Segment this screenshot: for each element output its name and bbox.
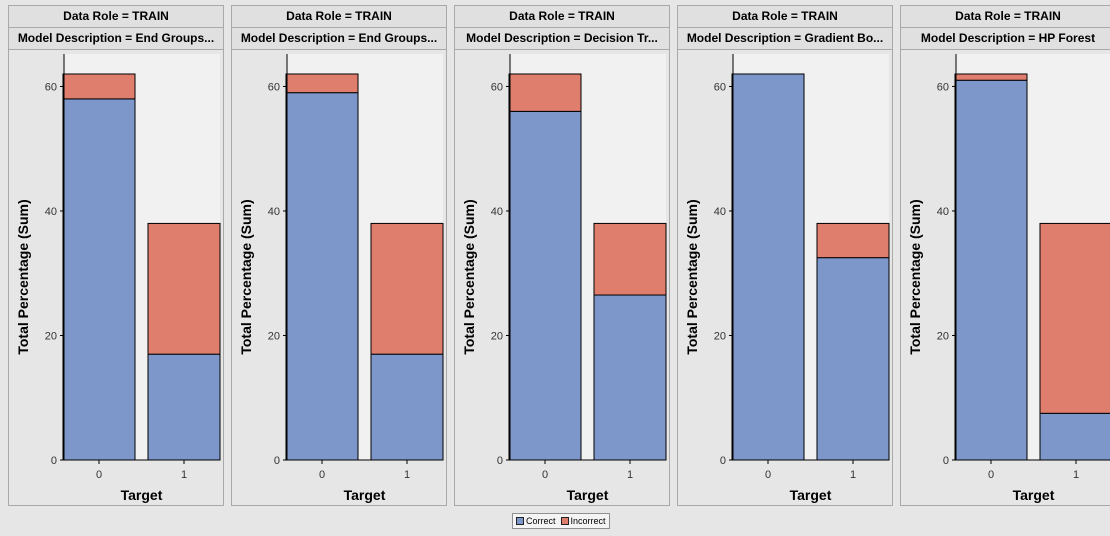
bar-segment-incorrect [285, 73, 359, 94]
chart-panel: Data Role = TRAIN Model Description = HP … [900, 5, 1110, 506]
x-tick-label: 1 [404, 469, 410, 481]
y-axis-label: Total Percentage (Sum) [461, 199, 477, 354]
y-tick-label: 0 [51, 455, 57, 467]
bar-segment-correct [508, 110, 582, 461]
y-tick-label: 0 [274, 455, 280, 467]
bar-chart: 0 20 40 60 0 1 Target Total Percentage (Sum) [238, 54, 444, 503]
x-tick-label: 0 [988, 469, 994, 481]
bar-segment-incorrect [508, 73, 582, 112]
bar-segment-incorrect [147, 222, 221, 355]
bar-segment-correct [954, 79, 1028, 461]
y-tick-label: 20 [491, 330, 503, 342]
y-tick-label: 0 [497, 455, 503, 467]
y-axis-label: Total Percentage (Sum) [684, 199, 700, 354]
bar-segment-incorrect [816, 222, 890, 259]
x-tick-label: 1 [181, 469, 187, 481]
y-tick-label: 40 [491, 206, 503, 218]
y-tick-label: 20 [45, 330, 57, 342]
panel-row-header: Data Role = TRAIN [9, 6, 223, 28]
x-axis-label: Target [1013, 487, 1055, 503]
x-axis-label: Target [121, 487, 163, 503]
bar-chart: 0 20 40 60 0 1 Target Total Percentage (Sum) [461, 54, 667, 503]
legend-item-correct: Correct [516, 516, 556, 526]
legend-swatch-correct [516, 517, 524, 525]
legend-swatch-incorrect [560, 517, 569, 525]
panel-row-header: Data Role = TRAIN [232, 6, 446, 28]
y-tick-label: 20 [714, 330, 726, 342]
legend-label-correct: Correct [526, 516, 556, 526]
x-tick-label: 0 [542, 469, 548, 481]
x-tick-label: 1 [1073, 469, 1079, 481]
bar-segment-incorrect [1039, 222, 1110, 414]
bar-chart: 0 20 40 60 0 1 Target Total Percentage (Sum) [684, 54, 890, 503]
y-tick-label: 40 [937, 206, 949, 218]
panel-row-header: Data Role = TRAIN [455, 6, 669, 28]
chart-panel: Data Role = TRAIN Model Description = End… [231, 5, 447, 506]
panel-row-header: Data Role = TRAIN [901, 6, 1110, 28]
bar-segment-incorrect [954, 73, 1028, 81]
bar-segment-incorrect [62, 73, 136, 100]
y-tick-label: 60 [937, 81, 949, 93]
panel-grid: Data Role = TRAIN Model Description = End… [8, 5, 1110, 506]
y-tick-label: 40 [714, 206, 726, 218]
panel-column-header: Model Description = End Groups... [9, 28, 223, 50]
chart-panel: Data Role = TRAIN Model Description = Gra… [677, 5, 893, 506]
legend: Correct Incorrect [512, 513, 610, 529]
bar-segment-correct [62, 98, 136, 461]
x-tick-label: 1 [627, 469, 633, 481]
y-tick-label: 60 [268, 81, 280, 93]
bar-segment-correct [731, 73, 805, 461]
bar-chart: 0 20 40 60 0 1 Target Total Percentage (Sum) [907, 54, 1110, 503]
y-tick-label: 20 [268, 330, 280, 342]
y-axis-label: Total Percentage (Sum) [238, 199, 254, 354]
x-tick-label: 0 [765, 469, 771, 481]
x-axis-label: Target [790, 487, 832, 503]
legend-label-incorrect: Incorrect [570, 516, 606, 526]
x-tick-label: 0 [319, 469, 325, 481]
bar-segment-correct [370, 353, 444, 461]
y-axis-label: Total Percentage (Sum) [15, 199, 31, 354]
x-tick-label: 0 [96, 469, 102, 481]
bar-segment-incorrect [593, 222, 667, 296]
y-axis-label: Total Percentage (Sum) [907, 199, 923, 354]
chart-panel: Data Role = TRAIN Model Description = End… [8, 5, 224, 506]
panel-column-header: Model Description = Gradient Bo... [678, 28, 892, 50]
panel-column-header: Model Description = End Groups... [232, 28, 446, 50]
y-tick-label: 60 [714, 81, 726, 93]
legend-item-incorrect: Incorrect [560, 516, 606, 526]
bar-segment-correct [285, 92, 359, 461]
bar-segment-incorrect [370, 222, 444, 355]
panel-row-header: Data Role = TRAIN [678, 6, 892, 28]
y-tick-label: 40 [268, 206, 280, 218]
bar-segment-correct [816, 257, 890, 461]
x-axis-label: Target [344, 487, 386, 503]
bar-segment-correct [593, 294, 667, 461]
chart-panel: Data Role = TRAIN Model Description = Dec… [454, 5, 670, 506]
y-tick-label: 40 [45, 206, 57, 218]
bar-segment-correct [147, 353, 221, 461]
bar-segment-correct [1039, 412, 1110, 461]
y-tick-label: 0 [943, 455, 949, 467]
panel-column-header: Model Description = Decision Tr... [455, 28, 669, 50]
bar-chart: 0 20 40 60 0 1 Target Total Percentage (Sum) [15, 54, 221, 503]
panel-column-header: Model Description = HP Forest [901, 28, 1110, 50]
x-axis-label: Target [567, 487, 609, 503]
y-tick-label: 0 [720, 455, 726, 467]
x-tick-label: 1 [850, 469, 856, 481]
y-tick-label: 60 [491, 81, 503, 93]
y-tick-label: 20 [937, 330, 949, 342]
y-tick-label: 60 [45, 81, 57, 93]
